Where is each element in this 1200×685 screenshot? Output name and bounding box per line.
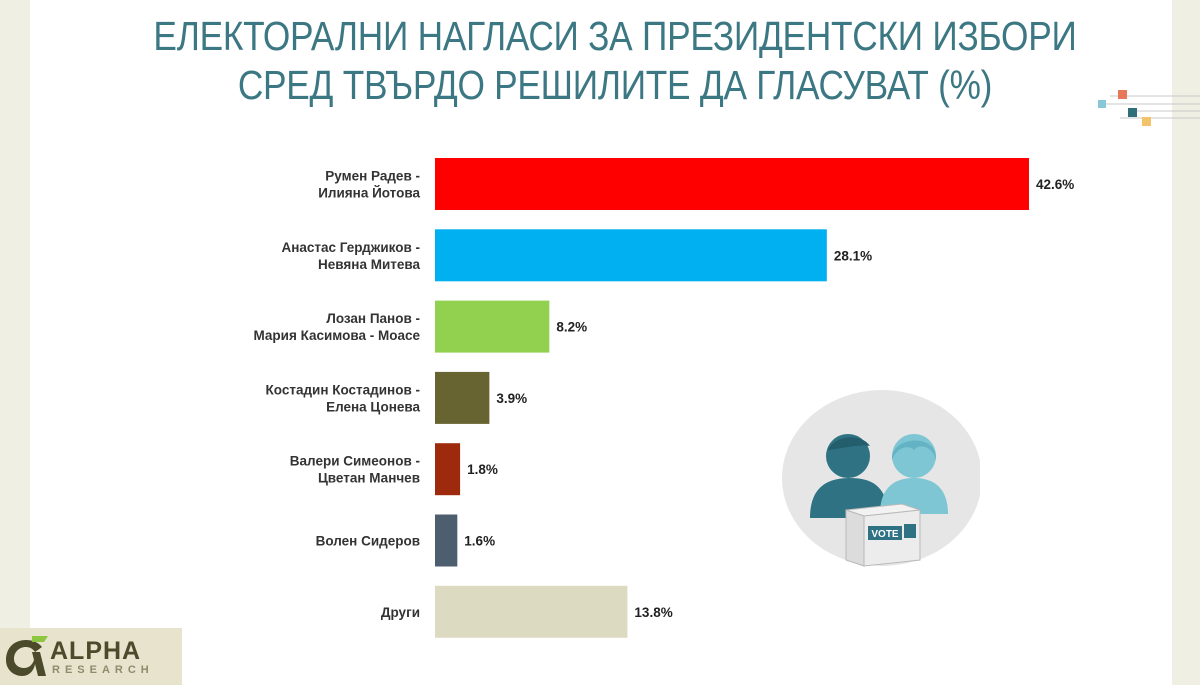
category-label-line: Невяна Митева xyxy=(318,257,420,272)
category-label-4: Костадин Костадинов - Елена Цонева xyxy=(266,382,421,414)
bar-6 xyxy=(435,514,458,567)
ballot-box-label: VOTE xyxy=(871,529,899,540)
category-label-line: Цветан Манчев xyxy=(318,471,420,486)
chart-title: ЕЛЕКТОРАЛНИ НАГЛАСИ ЗА ПРЕЗИДЕНТСКИ ИЗБО… xyxy=(86,12,1144,110)
category-label-line: Други xyxy=(381,605,420,620)
category-label-line: Илияна Йотова xyxy=(318,186,420,201)
value-label-7: 13.8% xyxy=(634,605,672,620)
bar-1 xyxy=(435,158,1029,210)
bar-2 xyxy=(435,229,827,282)
category-label-6: Волен Сидеров xyxy=(316,534,420,549)
voters-ballot-box-icon: VOTE xyxy=(782,390,980,567)
bar-5 xyxy=(435,443,461,496)
value-label-1: 42.6% xyxy=(1036,177,1074,192)
value-label-3: 8.2% xyxy=(556,320,587,335)
category-label-line: Костадин Костадинов - xyxy=(266,382,420,397)
category-label-7: Други xyxy=(381,605,420,620)
alpha-research-logo: ALPHA RESEARCH xyxy=(0,628,182,685)
category-label-line: Елена Цонева xyxy=(326,399,420,414)
bar-7 xyxy=(435,585,628,638)
alpha-research-logo-icon xyxy=(6,636,48,676)
slide-panel xyxy=(30,0,1172,685)
value-label-4: 3.9% xyxy=(496,391,527,406)
category-label-line: Анастас Герджиков - xyxy=(282,240,421,255)
value-label-2: 28.1% xyxy=(834,248,872,263)
value-label-5: 1.8% xyxy=(467,462,498,477)
category-label-1: Румен Радев - Илияна Йотова xyxy=(318,169,420,201)
category-label-line: Мария Касимова - Моасе xyxy=(253,328,420,343)
category-label-2: Анастас Герджиков - Невяна Митева xyxy=(282,240,421,272)
value-label-6: 1.6% xyxy=(464,534,495,549)
logo-name: ALPHA xyxy=(50,637,142,665)
category-label-line: Волен Сидеров xyxy=(316,534,420,549)
category-label-line: Румен Радев - xyxy=(325,169,420,184)
category-label-line: Лозан Панов - xyxy=(326,311,420,326)
category-label-5: Валери Симеонов - Цветан Манчев xyxy=(290,454,420,486)
chart-title-line2: СРЕД ТВЪРДО РЕШИЛИТЕ ДА ГЛАСУВАТ (%) xyxy=(237,62,993,108)
logo-subtitle: RESEARCH xyxy=(52,664,154,676)
bar-3 xyxy=(435,300,550,353)
category-label-3: Лозан Панов - Мария Касимова - Моасе xyxy=(253,311,420,343)
category-label-line: Валери Симеонов - xyxy=(290,454,420,469)
chart-title-line1: ЕЛЕКТОРАЛНИ НАГЛАСИ ЗА ПРЕЗИДЕНТСКИ ИЗБО… xyxy=(153,13,1077,59)
decorative-squares-icon xyxy=(1098,90,1200,126)
bar-4 xyxy=(435,371,490,424)
